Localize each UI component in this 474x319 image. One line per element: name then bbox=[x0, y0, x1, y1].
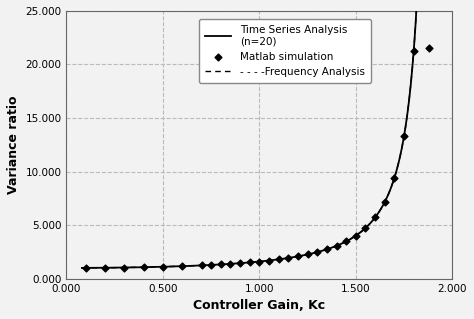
Matlab simulation bbox=[140, 265, 147, 270]
Matlab simulation bbox=[342, 239, 350, 244]
Matlab simulation bbox=[120, 265, 128, 270]
Time Series Analysis
(n=20) bbox=[287, 256, 293, 260]
Time Series Analysis
(n=20) bbox=[345, 239, 351, 242]
Matlab simulation bbox=[227, 261, 234, 266]
Matlab simulation bbox=[198, 263, 205, 268]
Time Series Analysis
(n=20) bbox=[315, 250, 320, 254]
- - - -Frequency Analysis bbox=[345, 239, 351, 242]
- - - -Frequency Analysis bbox=[287, 256, 293, 260]
Matlab simulation bbox=[178, 263, 186, 269]
Line: - - - -Frequency Analysis: - - - -Frequency Analysis bbox=[82, 0, 435, 268]
Matlab simulation bbox=[362, 226, 369, 231]
Matlab simulation bbox=[381, 199, 389, 204]
Matlab simulation bbox=[265, 258, 273, 263]
Time Series Analysis
(n=20) bbox=[239, 261, 245, 265]
Matlab simulation bbox=[101, 265, 109, 270]
Matlab simulation bbox=[217, 262, 225, 267]
Matlab simulation bbox=[333, 243, 340, 249]
Matlab simulation bbox=[323, 247, 331, 252]
Matlab simulation bbox=[237, 261, 244, 266]
Time Series Analysis
(n=20) bbox=[79, 266, 85, 270]
Matlab simulation bbox=[294, 254, 302, 259]
Matlab simulation bbox=[371, 215, 379, 220]
Matlab simulation bbox=[284, 256, 292, 261]
Matlab simulation bbox=[391, 175, 398, 180]
- - - -Frequency Analysis bbox=[170, 264, 175, 268]
Matlab simulation bbox=[313, 249, 321, 255]
- - - -Frequency Analysis bbox=[142, 265, 147, 269]
- - - -Frequency Analysis bbox=[79, 266, 85, 270]
Time Series Analysis
(n=20) bbox=[142, 265, 147, 269]
X-axis label: Controller Gain, Kc: Controller Gain, Kc bbox=[193, 299, 326, 312]
- - - -Frequency Analysis bbox=[315, 250, 320, 254]
Line: Time Series Analysis
(n=20): Time Series Analysis (n=20) bbox=[82, 0, 435, 268]
Matlab simulation bbox=[352, 233, 360, 238]
Point bbox=[425, 46, 433, 51]
Matlab simulation bbox=[304, 252, 311, 257]
Matlab simulation bbox=[246, 260, 254, 265]
- - - -Frequency Analysis bbox=[239, 261, 245, 265]
Matlab simulation bbox=[400, 133, 408, 138]
Matlab simulation bbox=[255, 259, 263, 264]
Matlab simulation bbox=[82, 265, 90, 271]
Matlab simulation bbox=[410, 48, 418, 53]
Y-axis label: Variance ratio: Variance ratio bbox=[7, 96, 20, 194]
Legend: Time Series Analysis
(n=20), Matlab simulation, - - - -Frequency Analysis: Time Series Analysis (n=20), Matlab simu… bbox=[199, 19, 371, 83]
Time Series Analysis
(n=20) bbox=[170, 264, 175, 268]
Matlab simulation bbox=[275, 257, 283, 262]
Matlab simulation bbox=[159, 264, 167, 269]
Matlab simulation bbox=[208, 263, 215, 268]
